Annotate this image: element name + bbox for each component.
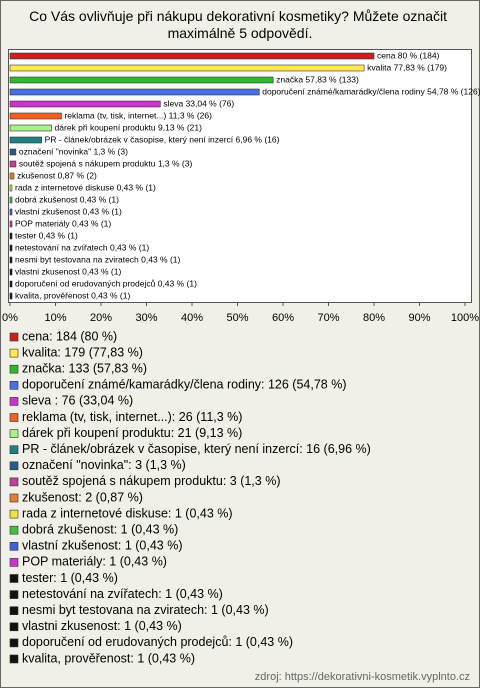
- legend-swatch: [9, 509, 19, 519]
- bar: [9, 160, 17, 168]
- bar: [9, 172, 15, 180]
- source: zdroj: https://dekorativni-kosmetik.vypl…: [255, 671, 470, 683]
- legend-swatch: [9, 493, 19, 503]
- data-label: nesmi byt testovana na zviratech 0,43 % …: [15, 254, 181, 264]
- data-label: doporučení od erudovaných prodejců 0,43 …: [15, 278, 197, 288]
- data-label: PR - článek/obrázek v časopise, který ne…: [45, 134, 280, 144]
- x-tick-label: 10%: [44, 312, 66, 324]
- legend-swatch: [9, 654, 19, 664]
- data-label: rada z internetové diskuse 0,43 % (1): [15, 182, 156, 192]
- legend-swatch: [9, 364, 19, 374]
- legend-label: reklama (tv, tisk, internet...): 26 (11,…: [22, 410, 242, 424]
- data-label: dobrá zkušenost 0,43 % (1): [15, 194, 119, 204]
- data-label: netestování na zvířatech 0,43 % (1): [15, 242, 149, 252]
- legend-label: netestování na zvířatech: 1 (0,43 %): [22, 587, 223, 601]
- x-tick-label: 100%: [451, 312, 479, 324]
- bar: [9, 76, 274, 84]
- x-tick-label: 60%: [272, 312, 294, 324]
- data-label: označení "novinka" 1,3 % (3): [19, 146, 128, 156]
- legend-swatch: [9, 574, 19, 583]
- legend-swatch: [9, 558, 19, 567]
- legend-swatch: [9, 445, 19, 455]
- bar: [9, 88, 260, 96]
- legend-swatch: [9, 332, 19, 342]
- data-label: sleva 33,04 % (76): [163, 98, 234, 108]
- x-tick-label: 90%: [408, 312, 430, 324]
- legend-label: vlastní zkušenost: 1 (0,43 %): [22, 539, 183, 553]
- data-label: doporučení známé/kamarádky/člena rodiny …: [262, 86, 480, 96]
- legend-swatch: [9, 348, 19, 358]
- data-label: reklama (tv, tisk, internet...) 11,3 % (…: [64, 110, 212, 120]
- legend-label: označení "novinka": 3 (1,3 %): [22, 458, 186, 472]
- bar: [9, 292, 13, 300]
- legend-label: dobrá zkušenost: 1 (0,43 %): [22, 522, 178, 536]
- legend-label: kvalita: 179 (77,83 %): [22, 345, 143, 359]
- bar: [9, 124, 52, 132]
- bar: [9, 64, 365, 72]
- data-label: vlastni zkusenost 0,43 % (1): [15, 266, 121, 276]
- data-label: cena 80 % (184): [377, 50, 440, 60]
- bar: [9, 268, 13, 276]
- legend-label: dárek při koupení produktu: 21 (9,13 %): [22, 426, 242, 440]
- legend-label: vlastni zkusenost: 1 (0,43 %): [22, 619, 182, 633]
- bar: [9, 112, 62, 120]
- data-label: kvalita 77,83 % (179): [367, 62, 447, 72]
- x-tick-label: 80%: [363, 312, 385, 324]
- legend-label: doporučení od erudovaných prodejců: 1 (0…: [22, 635, 293, 649]
- legend-label: PR - článek/obrázek v časopise, který ne…: [22, 442, 371, 456]
- legend-label: doporučení známé/kamarádky/člena rodiny:…: [22, 378, 347, 392]
- bar: [9, 148, 17, 156]
- legend-label: tester: 1 (0,43 %): [22, 571, 118, 585]
- bar: [9, 184, 13, 192]
- legend-swatch: [9, 397, 19, 406]
- x-tick-label: 30%: [135, 312, 157, 324]
- legend-swatch: [9, 622, 19, 632]
- legend-label: cena: 184 (80 %): [22, 329, 117, 343]
- bar: [9, 220, 13, 228]
- data-label: vlastní zkušenost 0,43 % (1): [15, 206, 122, 216]
- bar: [9, 136, 42, 144]
- legend-swatch: [9, 477, 19, 487]
- legend-swatch: [9, 541, 19, 551]
- x-tick-label: 0%: [2, 312, 18, 324]
- legend-label: POP materiály: 1 (0,43 %): [22, 555, 167, 569]
- bar: [9, 52, 375, 60]
- chart-title: Co Vás ovlivňuje při nákupu dekorativní …: [29, 8, 451, 41]
- legend-swatch: [9, 525, 19, 535]
- x-tick-label: 20%: [90, 312, 112, 324]
- data-label: značka 57,83 % (133): [276, 74, 359, 84]
- bar: [9, 208, 13, 216]
- legend-swatch: [9, 413, 19, 422]
- bar: [9, 280, 13, 288]
- legend-swatch: [9, 606, 19, 616]
- bar: [9, 256, 13, 264]
- data-label: kvalita, prověřenost 0,43 % (1): [15, 290, 130, 300]
- x-tick-label: 70%: [317, 312, 339, 324]
- legend-swatch: [9, 638, 19, 648]
- data-label: soutěž spojená s nákupem produktu 1,3 % …: [19, 158, 193, 168]
- legend-swatch: [9, 380, 19, 390]
- legend-label: soutěž spojená s nákupem produktu: 3 (1,…: [22, 474, 280, 488]
- bar: [9, 244, 13, 252]
- legend-label: značka: 133 (57,83 %): [22, 361, 147, 375]
- data-label: tester 0,43 % (1): [15, 230, 78, 240]
- legend-label: sleva : 76 (33,04 %): [22, 394, 133, 408]
- x-tick-label: 50%: [226, 312, 248, 324]
- legend-label: zkušenost: 2 (0,87 %): [22, 490, 143, 504]
- legend-label: kvalita, prověřenost: 1 (0,43 %): [22, 651, 195, 665]
- legend-swatch: [9, 590, 19, 599]
- data-label: POP materiály 0,43 % (1): [15, 218, 111, 228]
- legend-label: nesmi byt testovana na zviratech: 1 (0,4…: [22, 603, 269, 617]
- bar: [9, 232, 13, 240]
- data-label: zkušenost 0,87 % (2): [17, 170, 97, 180]
- legend-swatch: [9, 461, 19, 471]
- legend-label: rada z internetové diskuse: 1 (0,43 %): [22, 506, 233, 520]
- data-label: dárek při koupení produktu 9,13 % (21): [55, 122, 203, 132]
- x-tick-label: 40%: [181, 312, 203, 324]
- legend-swatch: [9, 429, 19, 438]
- bar: [9, 196, 13, 204]
- bar: [9, 100, 161, 108]
